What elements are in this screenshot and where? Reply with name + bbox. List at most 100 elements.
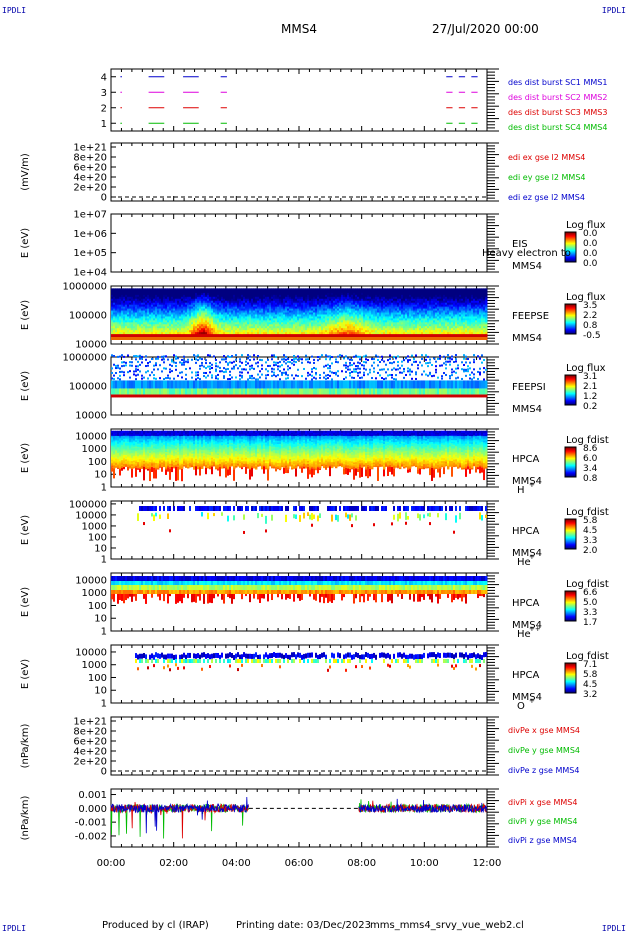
spectro-cell — [209, 294, 212, 297]
spectro-cell — [187, 290, 190, 293]
spectro-cell — [147, 298, 150, 301]
spectro-cell — [323, 329, 326, 333]
spectro-cell — [331, 309, 334, 313]
spectro-cell — [111, 327, 114, 331]
spectro-cell — [267, 302, 270, 305]
spectro-cell — [247, 337, 250, 340]
spectro-cell — [283, 313, 286, 317]
spectro-cell — [331, 307, 334, 311]
spectro-cell — [201, 298, 204, 301]
spectro-cell — [263, 325, 266, 329]
spectro-cell — [233, 309, 236, 313]
colorbar-cell — [565, 235, 576, 237]
spectro-cell — [265, 315, 268, 319]
spectro-cell — [259, 331, 262, 335]
spectro-cell — [241, 319, 244, 323]
spectro-cell — [169, 313, 172, 317]
spectro-cell — [175, 307, 178, 311]
spectro-cell — [119, 292, 122, 295]
spectro-cell — [285, 306, 288, 309]
spectro-cell — [207, 309, 210, 313]
spectro-cell — [131, 315, 134, 319]
spectro-cell — [227, 315, 230, 319]
spectro-cell — [145, 315, 148, 319]
spectro-cell — [273, 313, 276, 317]
spectro-cell — [141, 331, 144, 335]
spectro-cell — [129, 325, 132, 329]
spectro-cell — [237, 309, 240, 313]
spectro-cell — [295, 329, 298, 333]
spectro-cell — [161, 296, 164, 299]
spectro-cell — [317, 306, 320, 309]
spectro-cell — [147, 333, 150, 337]
spectro-cell — [225, 331, 228, 335]
spectro-cell — [129, 300, 132, 303]
spectro-cell — [141, 335, 144, 339]
spectro-cell — [215, 313, 218, 317]
spectro-cell — [257, 292, 260, 295]
spectro-cell — [227, 323, 230, 327]
spectro-cell — [305, 309, 308, 313]
spectro-cell — [251, 307, 254, 311]
spectro-cell — [235, 331, 238, 335]
spectro-cell — [247, 304, 250, 307]
spectro-cell — [297, 300, 300, 303]
spectro-cell — [175, 294, 178, 297]
spectro-cell — [333, 298, 336, 301]
spectro-cell — [173, 309, 176, 313]
spectro-cell — [131, 307, 134, 311]
spectro-cell — [179, 313, 182, 317]
spectro-cell — [275, 294, 278, 297]
spectro-cell — [177, 323, 180, 327]
spectro-cell — [281, 329, 284, 333]
spectro-cell — [113, 313, 116, 317]
spectro-cell — [213, 323, 216, 327]
spectro-cell — [117, 294, 120, 297]
spectro-cell — [257, 294, 260, 297]
spectro-cell — [251, 290, 254, 293]
spectro-cell — [181, 327, 184, 331]
spectro-cell — [295, 315, 298, 319]
spectro-cell — [255, 290, 258, 293]
spectro-cell — [171, 296, 174, 299]
spectro-cell — [209, 311, 212, 315]
spectro-cell — [165, 292, 168, 295]
spectro-cell — [121, 296, 124, 299]
spectro-cell — [115, 317, 118, 321]
spectro-cell — [175, 290, 178, 293]
spectro-cell — [185, 296, 188, 299]
spectro-cell — [169, 323, 172, 327]
spectro-cell — [259, 333, 262, 337]
spectro-cell — [247, 327, 250, 331]
spectro-cell — [113, 315, 116, 319]
spectro-cell — [145, 306, 148, 309]
spectro-cell — [215, 327, 218, 331]
spectro-cell — [171, 329, 174, 333]
spectro-cell — [177, 290, 180, 293]
spectro-cell — [301, 313, 304, 317]
spectro-cell — [111, 325, 114, 329]
spectro-cell — [265, 302, 268, 305]
spectro-cell — [159, 337, 162, 340]
spectro-cell — [297, 321, 300, 325]
spectro-cell — [203, 306, 206, 309]
spectro-cell — [283, 300, 286, 303]
spectro-cell — [221, 313, 224, 317]
spectro-cell — [221, 327, 224, 331]
spectro-cell — [163, 300, 166, 303]
spectro-cell — [185, 317, 188, 321]
spectro-cell — [235, 307, 238, 311]
spectro-cell — [165, 306, 168, 309]
spectro-cell — [199, 294, 202, 297]
spectro-cell — [307, 288, 310, 291]
spectro-cell — [283, 317, 286, 321]
spectro-cell — [269, 298, 272, 301]
spectro-cell — [131, 319, 134, 323]
spectro-cell — [297, 329, 300, 333]
spectro-cell — [309, 327, 312, 331]
spectro-cell — [291, 288, 294, 291]
spectro-cell — [281, 292, 284, 295]
spectro-cell — [315, 323, 318, 327]
spectro-cell — [239, 296, 242, 299]
spectro-cell — [317, 294, 320, 297]
